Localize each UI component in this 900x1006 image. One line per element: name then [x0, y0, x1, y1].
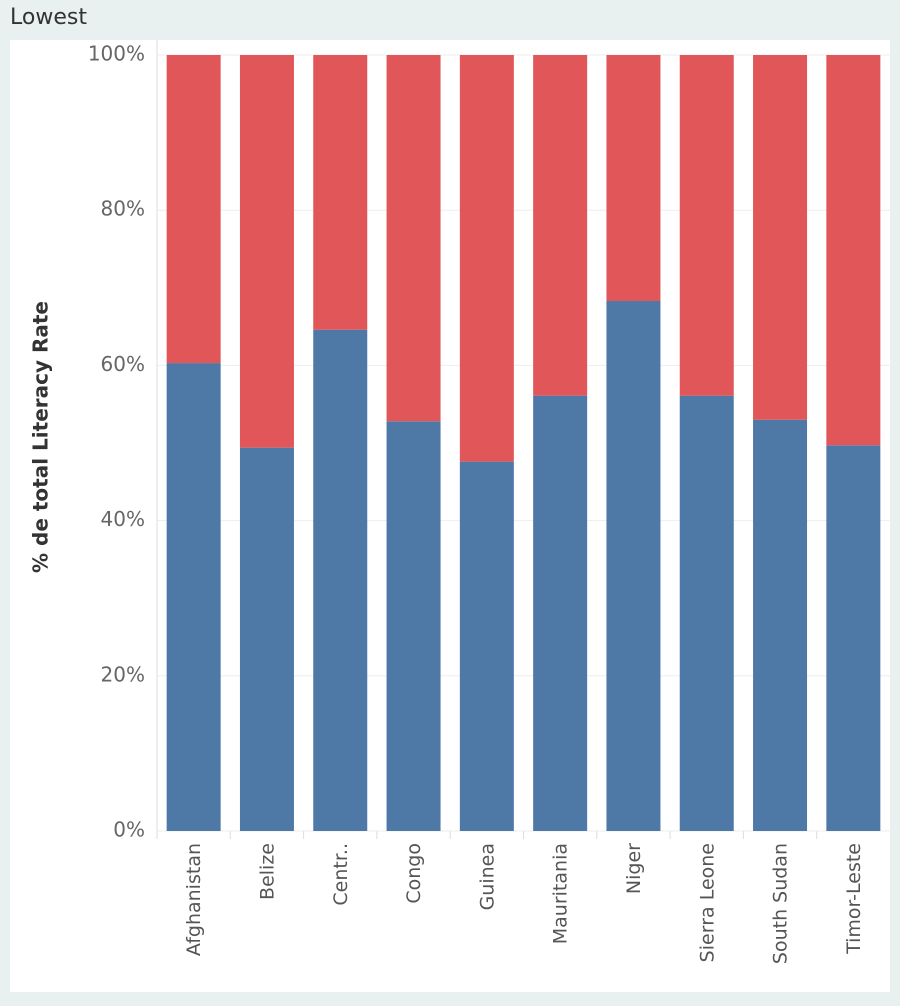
- bar-segment: [826, 55, 881, 446]
- x-tick-label: Guinea: [476, 843, 498, 910]
- x-tick-label: South Sudan: [770, 843, 792, 964]
- x-tick-label: Niger: [623, 843, 645, 894]
- x-tick-label: Mauritania: [550, 843, 572, 944]
- bar-segment: [459, 55, 514, 462]
- bar-segment: [386, 55, 441, 422]
- y-tick-label: 80%: [101, 197, 145, 221]
- chart-title: Lowest: [10, 5, 87, 30]
- y-tick-label: 60%: [101, 352, 145, 376]
- y-tick-label: 20%: [101, 662, 145, 686]
- bar-segment: [313, 55, 368, 330]
- bar-segment: [239, 55, 294, 448]
- bar-segment: [166, 55, 221, 364]
- x-tick-label: Belize: [256, 843, 278, 900]
- bar-segment: [679, 55, 734, 396]
- x-tick-label: Sierra Leone: [696, 843, 718, 962]
- bar-segment: [753, 55, 808, 420]
- y-tick-label: 0%: [113, 818, 145, 842]
- bar-segment: [459, 461, 514, 831]
- x-tick-label: Congo: [403, 843, 425, 904]
- x-tick-label: Centr..: [330, 843, 352, 906]
- bar-segment: [166, 363, 221, 831]
- bar-segment: [826, 445, 881, 831]
- y-axis-title: % de total Literacy Rate: [29, 301, 53, 573]
- bar-segment: [386, 421, 441, 831]
- y-tick-label: 100%: [88, 42, 145, 66]
- x-tick-label: Afghanistan: [183, 843, 205, 956]
- bar-segment: [239, 447, 294, 831]
- bar-segment: [753, 419, 808, 831]
- bar-segment: [606, 300, 661, 831]
- bar-segment: [679, 395, 734, 831]
- bar-segment: [533, 55, 588, 396]
- bar-segment: [606, 55, 661, 301]
- bar-segment: [533, 395, 588, 831]
- x-tick-label: Timor-Leste: [843, 843, 865, 955]
- bar-segment: [313, 329, 368, 831]
- y-tick-label: 40%: [101, 507, 145, 531]
